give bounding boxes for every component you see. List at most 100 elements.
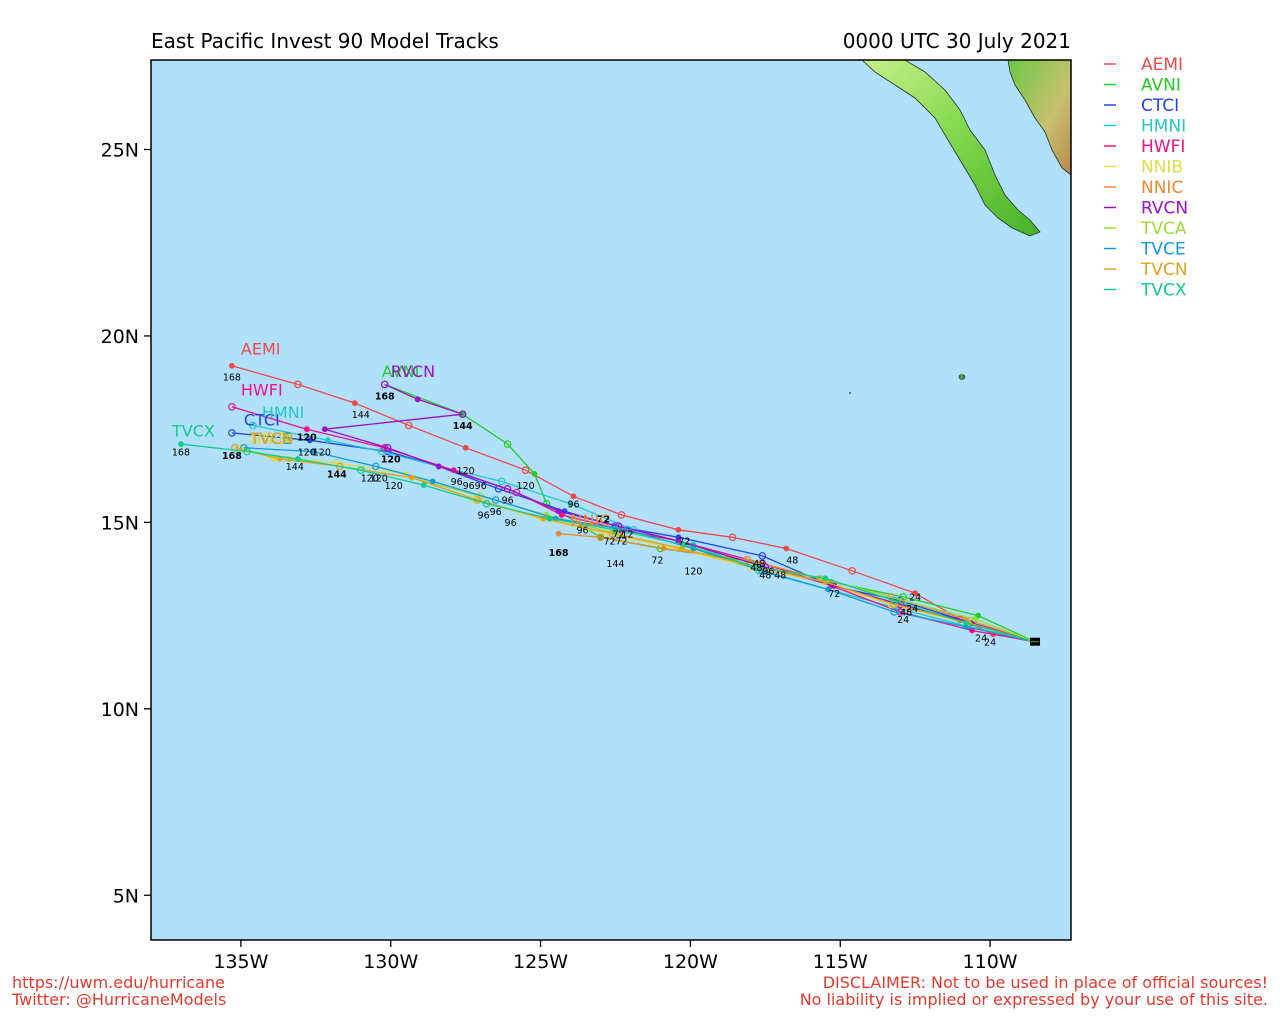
track-line [243,447,1036,643]
hour-label: 168 [222,451,242,462]
model-label-tvca: TVCA [249,429,293,448]
island-icon [849,392,851,394]
legend-item-rvcn: RVCN [1104,199,1188,219]
model-label-hmni: HMNI [262,403,305,422]
legend: AEMIAVNICTCIHMNIHWFINNIBNNICRVCNTVCATVCE… [1104,55,1188,301]
track-point [309,448,316,455]
track-line [231,365,1036,643]
legend-item-ctci: CTCI [1104,96,1179,116]
track-point [555,530,562,537]
footer-disclaimer: DISCLAIMER: Not to be used in place of o… [823,973,1268,992]
track-point [825,586,832,593]
hour-label: 120 [457,466,475,477]
hour-label: 168 [375,391,395,402]
hour-label: 96 [475,481,487,492]
mainland-mexico-land [1007,60,1071,176]
track-point [306,437,313,444]
footer-twitter[interactable]: Twitter: @HurricaneModels [11,990,226,1009]
y-tick-label: 5N [113,885,139,907]
hour-label: 144 [352,410,370,421]
hour-label: 96 [502,496,514,507]
track-point [231,443,239,452]
track-point [383,443,392,452]
x-tick-label: 135W [213,951,268,973]
hour-label: 72 [615,537,627,548]
x-tick-label: 115W [813,951,868,973]
legend-label: NNIC [1141,178,1183,198]
hour-label: 120 [385,481,403,492]
hour-label: 96 [762,567,774,578]
track-point [783,545,790,552]
hour-label: 120 [517,481,535,492]
legend-label: HMNI [1141,117,1186,137]
legend-label: TVCA [1140,219,1187,239]
hour-label: 48 [786,555,798,566]
hour-label: 96 [463,481,475,492]
hour-label: 72 [612,529,624,540]
hour-label: 72 [597,514,610,525]
hour-label: 144 [286,462,304,473]
hour-label: 48 [753,559,765,570]
track-point [660,545,667,552]
hour-label: 120 [361,473,379,484]
hour-label: 12 [621,529,633,540]
legend-item-avni: AVNI [1104,76,1181,96]
track-aemi [228,362,1036,643]
legend-item-nnib: NNIB [1104,158,1183,178]
model-label-rvcn: RVCN [391,362,435,381]
track-point [321,426,328,433]
track-point [681,541,688,548]
legend-item-hmni: HMNI [1104,117,1186,137]
ocean-background [151,60,1071,940]
hour-label: 96 [567,499,579,510]
track-point [521,466,530,475]
baja-california-land [861,60,1041,237]
hour-label: 24 [897,615,909,626]
hour-label: 24 [906,604,918,615]
model-label-hwfi: HWFI [241,381,283,400]
y-tick-label: 25N [101,139,139,161]
footer-url[interactable]: https://uwm.edu/hurricane [12,973,225,992]
track-point [228,362,235,369]
plot-frame [150,59,1072,941]
track-point [228,429,236,437]
model-label-tvcn: TVCN [249,429,294,448]
hour-label: 48 [900,608,912,619]
hour-label: 72 [828,589,840,600]
hour-label: 72 [651,555,663,566]
track-point [848,566,857,575]
track-rvcn [321,380,1036,643]
hour-label: 120 [684,567,702,578]
hour-label: 72 [678,537,690,548]
storm-start-marker [1030,637,1041,646]
track-point [912,590,919,597]
hour-label: 24 [984,637,996,648]
hour-label: 48 [750,563,762,574]
track-point [435,463,442,470]
track-point [503,440,512,448]
track-point [482,499,491,508]
model-label-tvcx: TVCX [171,422,215,441]
hour-label: 96 [490,507,502,518]
track-point [890,608,899,616]
hour-label: 144 [606,559,624,570]
legend-label: NNIB [1141,158,1183,178]
track-point [555,508,562,515]
track-point [546,515,553,522]
track-point [617,511,626,519]
hour-label: 168 [223,373,241,384]
legend-label: AVNI [1141,76,1181,96]
track-point [596,533,605,542]
model-tracks-group [178,362,1036,643]
legend-item-tvcx: TVCX [1104,281,1187,301]
hour-label: 96 [478,511,490,522]
hour-label: 96 [451,477,463,488]
track-point [380,380,389,389]
legend-label: TVCX [1140,281,1187,301]
track-point [420,482,427,489]
hour-label: 96 [576,526,588,537]
model-label-tvce: TVCE [249,429,292,448]
legend-item-aemi: AEMI [1104,55,1183,75]
